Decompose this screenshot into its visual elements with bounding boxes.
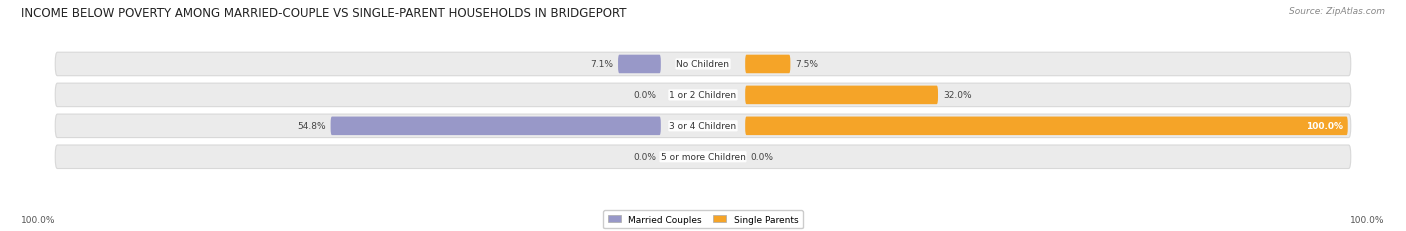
- Text: 100.0%: 100.0%: [1350, 215, 1385, 224]
- Text: No Children: No Children: [676, 60, 730, 69]
- Text: 54.8%: 54.8%: [297, 122, 326, 131]
- Text: INCOME BELOW POVERTY AMONG MARRIED-COUPLE VS SINGLE-PARENT HOUSEHOLDS IN BRIDGEP: INCOME BELOW POVERTY AMONG MARRIED-COUPL…: [21, 7, 627, 20]
- Text: 32.0%: 32.0%: [943, 91, 972, 100]
- FancyBboxPatch shape: [55, 145, 1351, 169]
- Text: 0.0%: 0.0%: [749, 153, 773, 161]
- FancyBboxPatch shape: [619, 55, 661, 74]
- FancyBboxPatch shape: [55, 53, 1351, 76]
- Text: 1 or 2 Children: 1 or 2 Children: [669, 91, 737, 100]
- Text: 7.1%: 7.1%: [591, 60, 613, 69]
- Legend: Married Couples, Single Parents: Married Couples, Single Parents: [603, 210, 803, 228]
- Text: Source: ZipAtlas.com: Source: ZipAtlas.com: [1289, 7, 1385, 16]
- FancyBboxPatch shape: [745, 86, 938, 105]
- FancyBboxPatch shape: [55, 115, 1351, 138]
- Text: 5 or more Children: 5 or more Children: [661, 153, 745, 161]
- Text: 0.0%: 0.0%: [633, 91, 657, 100]
- Text: 100.0%: 100.0%: [1306, 122, 1343, 131]
- FancyBboxPatch shape: [330, 117, 661, 136]
- Text: 7.5%: 7.5%: [796, 60, 818, 69]
- FancyBboxPatch shape: [745, 55, 790, 74]
- Text: 0.0%: 0.0%: [633, 153, 657, 161]
- FancyBboxPatch shape: [55, 84, 1351, 107]
- FancyBboxPatch shape: [745, 117, 1348, 136]
- Text: 100.0%: 100.0%: [21, 215, 56, 224]
- Text: 3 or 4 Children: 3 or 4 Children: [669, 122, 737, 131]
